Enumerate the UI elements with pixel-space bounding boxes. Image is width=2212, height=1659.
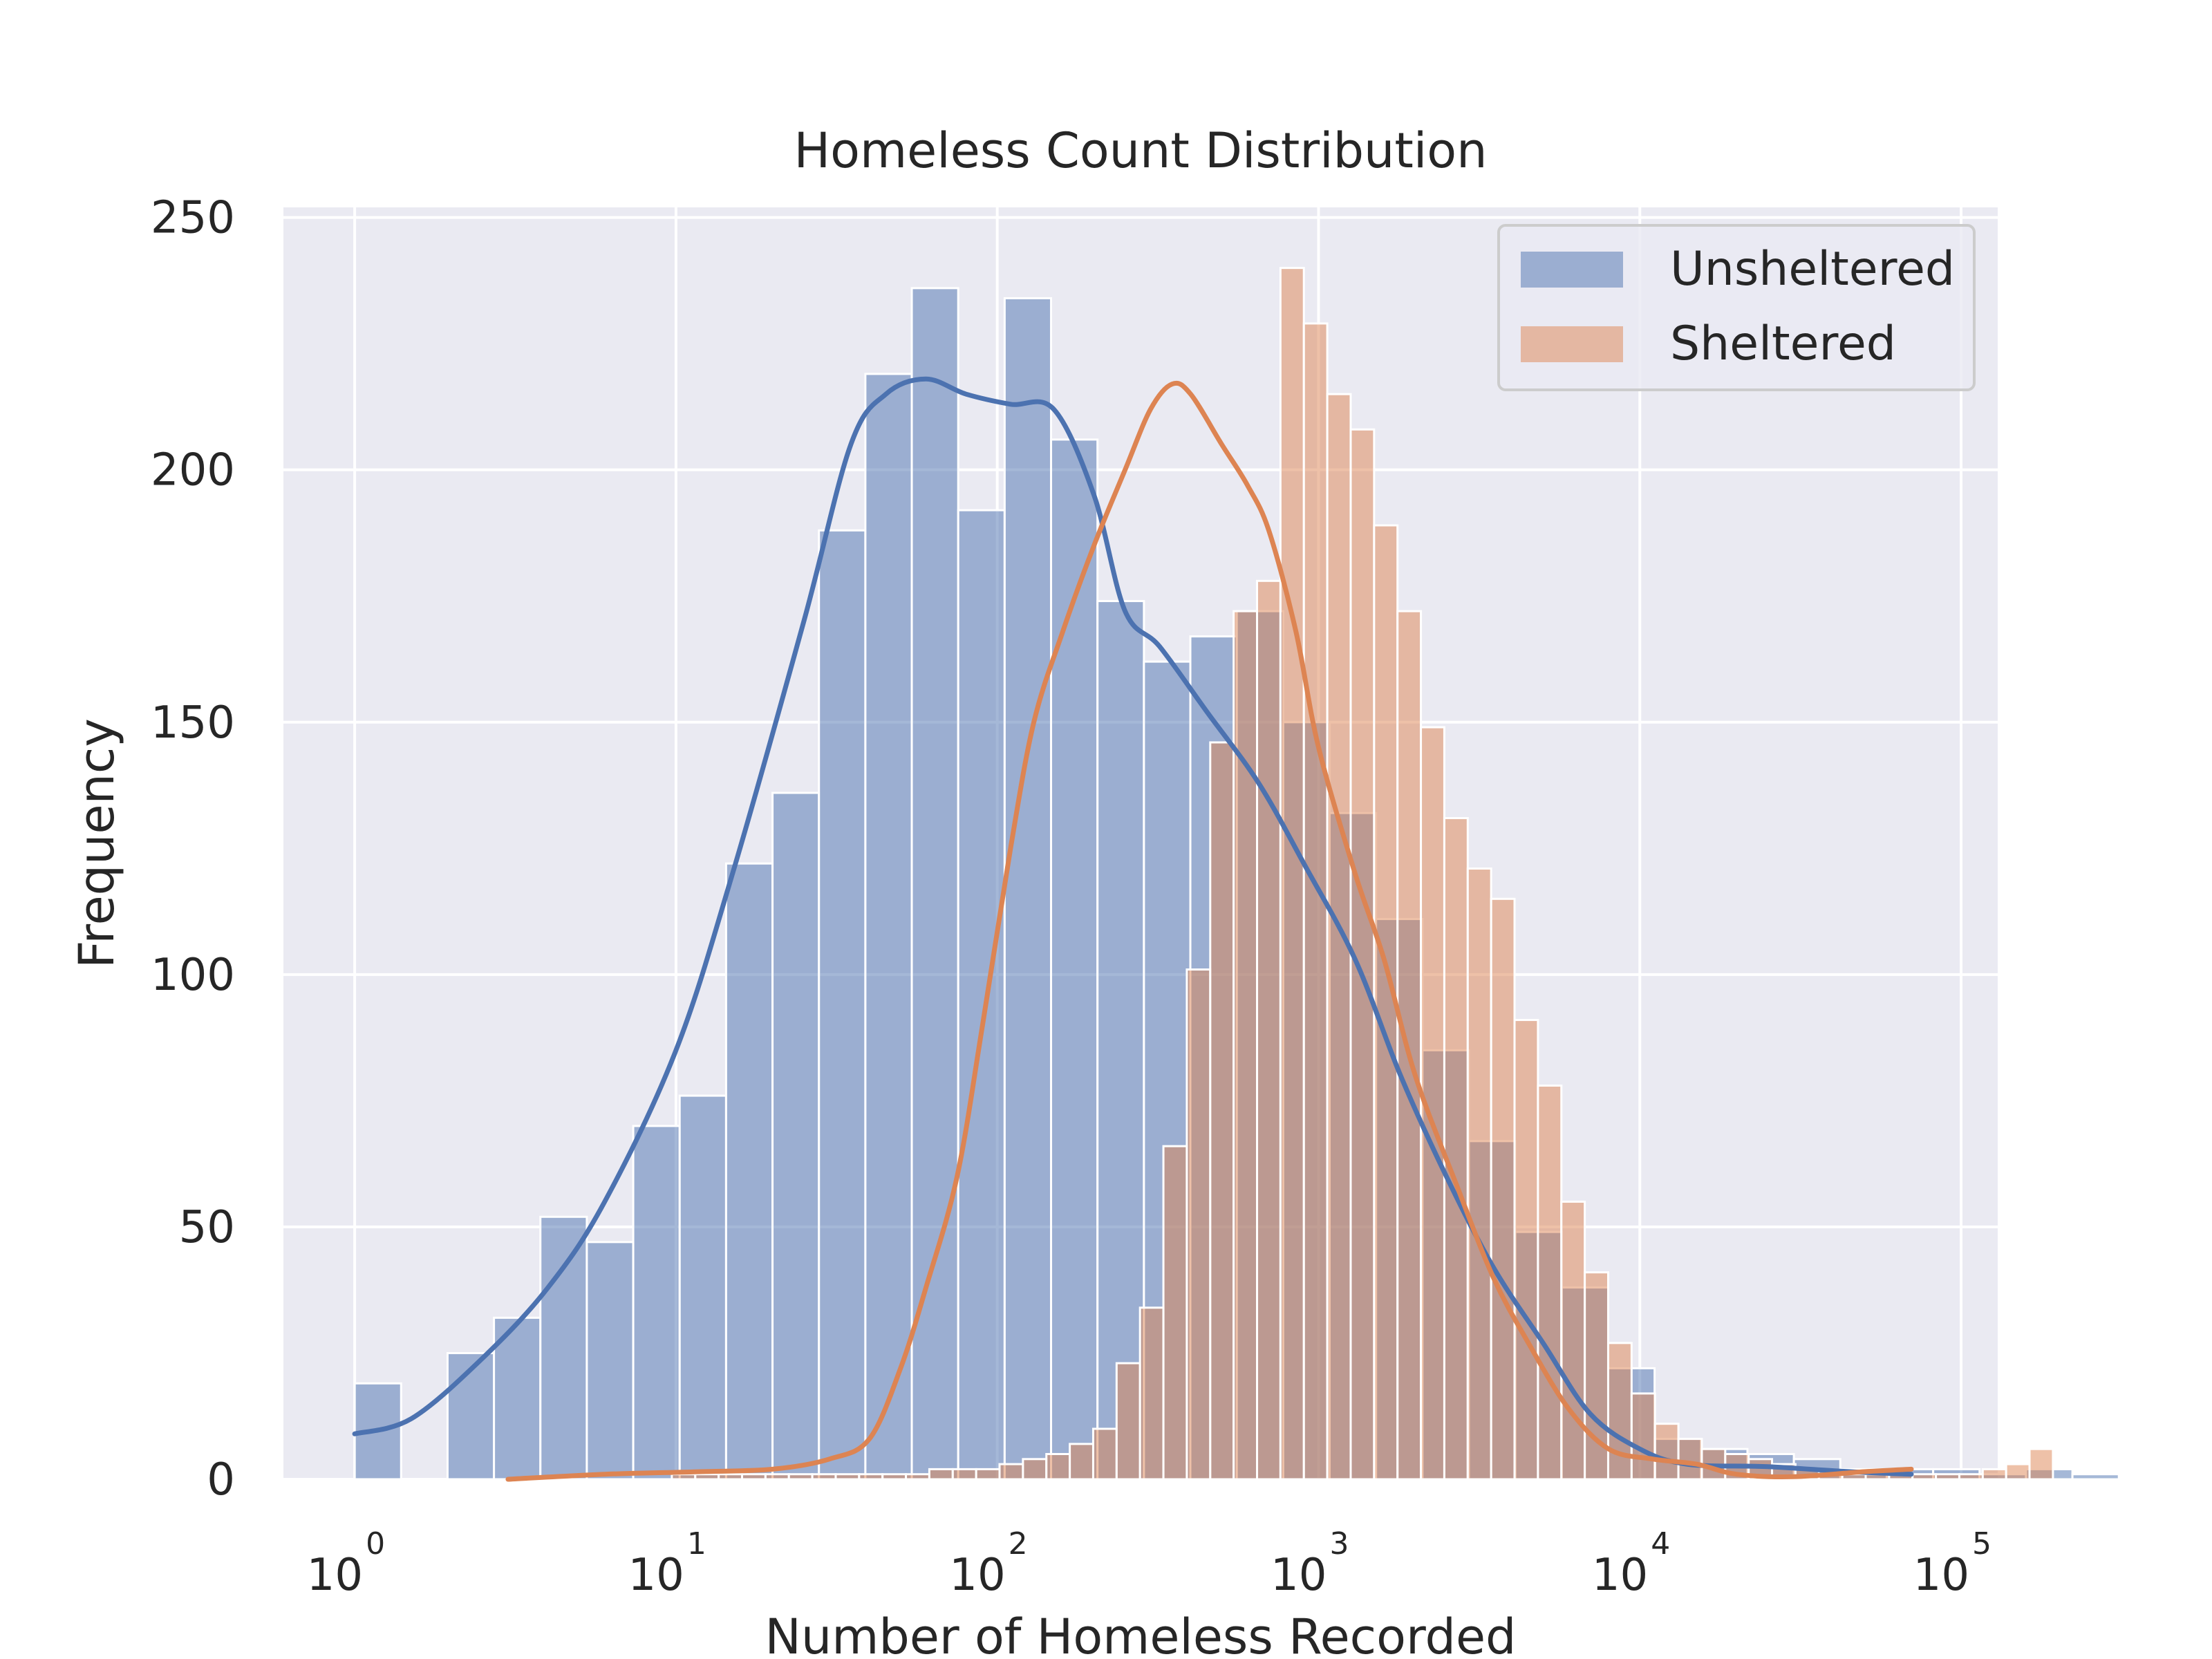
legend-swatch-unsheltered	[1521, 252, 1623, 288]
bar-sheltered	[1677, 1438, 1703, 1481]
bar-unsheltered	[585, 1241, 635, 1481]
x-tick-base: 10	[949, 1550, 1005, 1601]
bar-sheltered	[881, 1473, 908, 1481]
bar-sheltered	[1138, 1306, 1165, 1481]
bar-sheltered	[1630, 1392, 1656, 1481]
kde-line-sheltered	[505, 380, 1914, 1482]
bar-sheltered	[928, 1468, 954, 1481]
x-tick-base: 10	[1913, 1550, 1969, 1601]
x-tick-label: 102	[949, 1526, 1027, 1601]
bar-sheltered	[1935, 1473, 1960, 1481]
x-tick-exponent: 1	[687, 1526, 706, 1562]
bar-sheltered	[1653, 1423, 1680, 1481]
bar-sheltered	[1279, 267, 1305, 1481]
x-tick-label: 100	[307, 1526, 385, 1601]
bar-unsheltered	[771, 791, 821, 1481]
bar-sheltered	[1958, 1473, 1984, 1481]
bar-sheltered	[998, 1463, 1024, 1481]
bar-sheltered	[1022, 1458, 1048, 1481]
bar-sheltered	[1185, 968, 1212, 1481]
y-axis-label: Frequency	[68, 718, 125, 968]
bar-unsheltered	[1096, 600, 1145, 1481]
kde-line-unsheltered	[352, 376, 1914, 1477]
legend: Unsheltered Sheltered	[1497, 224, 1976, 391]
x-tick-exponent: 2	[1009, 1526, 1028, 1562]
bar-sheltered	[741, 1473, 767, 1481]
bar-sheltered	[1069, 1443, 1094, 1481]
bar-sheltered	[718, 1473, 744, 1481]
bar-sheltered	[694, 1473, 720, 1481]
bar-unsheltered	[864, 373, 913, 1481]
bar-sheltered	[764, 1473, 790, 1481]
bar-unsheltered	[539, 1215, 588, 1481]
x-tick-label: 105	[1913, 1526, 1991, 1601]
bar-sheltered	[1443, 816, 1469, 1481]
y-tick-label: 200	[151, 445, 235, 496]
x-tick-label: 104	[1592, 1526, 1670, 1601]
bar-sheltered	[1606, 1342, 1633, 1481]
bar-sheltered	[1232, 610, 1259, 1481]
legend-label-unsheltered: Unsheltered	[1670, 242, 1955, 297]
kde-curves	[352, 376, 1914, 1482]
chart-title: Homeless Count Distribution	[794, 122, 1488, 179]
bar-unsheltered	[632, 1125, 681, 1481]
x-tick-exponent: 4	[1651, 1526, 1670, 1562]
bar-sheltered	[1115, 1362, 1141, 1481]
y-tick-label: 250	[151, 193, 235, 244]
bar-sheltered	[1162, 1145, 1188, 1481]
bar-sheltered	[1256, 579, 1282, 1481]
x-tick-base: 10	[628, 1550, 684, 1601]
bar-unsheltered	[493, 1316, 542, 1481]
x-tick-base: 10	[1592, 1550, 1648, 1601]
bar-unsheltered	[2071, 1473, 2120, 1481]
bar-sheltered	[1466, 868, 1492, 1481]
x-tick-base: 10	[307, 1550, 363, 1601]
bar-unsheltered	[957, 509, 1006, 1481]
bar-unsheltered	[818, 529, 867, 1481]
x-tick-label: 103	[1271, 1526, 1349, 1601]
bar-unsheltered	[678, 1094, 727, 1481]
bar-sheltered	[1209, 741, 1235, 1481]
y-tick-label: 100	[151, 950, 235, 1001]
bar-sheltered	[1911, 1473, 1938, 1481]
bar-sheltered	[834, 1473, 861, 1481]
bar-sheltered	[858, 1473, 884, 1481]
legend-swatch-sheltered	[1521, 326, 1623, 362]
bar-sheltered	[1490, 897, 1516, 1481]
y-tick-labels: 0 50 100 150 200 250	[151, 193, 235, 1506]
bar-sheltered	[951, 1468, 977, 1481]
bar-sheltered	[2028, 1447, 2054, 1481]
bar-sheltered	[1091, 1427, 1118, 1481]
y-tick-label: 50	[179, 1202, 235, 1253]
bar-sheltered	[1981, 1468, 2007, 1481]
bar-sheltered	[671, 1473, 697, 1481]
bar-sheltered	[1326, 393, 1352, 1481]
y-tick-label: 0	[207, 1454, 235, 1506]
bar-sheltered	[1045, 1452, 1071, 1481]
bar-sheltered	[975, 1468, 1001, 1481]
bar-unsheltered	[724, 862, 774, 1481]
x-tick-base: 10	[1271, 1550, 1327, 1601]
x-tick-exponent: 5	[1972, 1526, 1991, 1562]
bar-sheltered	[1537, 1084, 1563, 1481]
bar-sheltered	[787, 1473, 814, 1481]
x-tick-label: 101	[628, 1526, 706, 1601]
bar-sheltered	[1513, 1019, 1539, 1481]
bar-sheltered	[2005, 1463, 2031, 1481]
x-tick-exponent: 0	[366, 1526, 385, 1562]
bar-unsheltered	[1003, 297, 1053, 1481]
bar-unsheltered	[910, 287, 959, 1481]
y-tick-label: 150	[151, 697, 235, 749]
bar-sheltered	[1560, 1200, 1586, 1481]
x-axis-label: Number of Homeless Recorded	[765, 1609, 1517, 1659]
bar-sheltered	[905, 1473, 930, 1481]
bar-sheltered	[1396, 610, 1423, 1481]
x-tick-exponent: 3	[1329, 1526, 1349, 1562]
bar-sheltered	[811, 1473, 837, 1481]
legend-label-sheltered: Sheltered	[1670, 317, 1896, 371]
